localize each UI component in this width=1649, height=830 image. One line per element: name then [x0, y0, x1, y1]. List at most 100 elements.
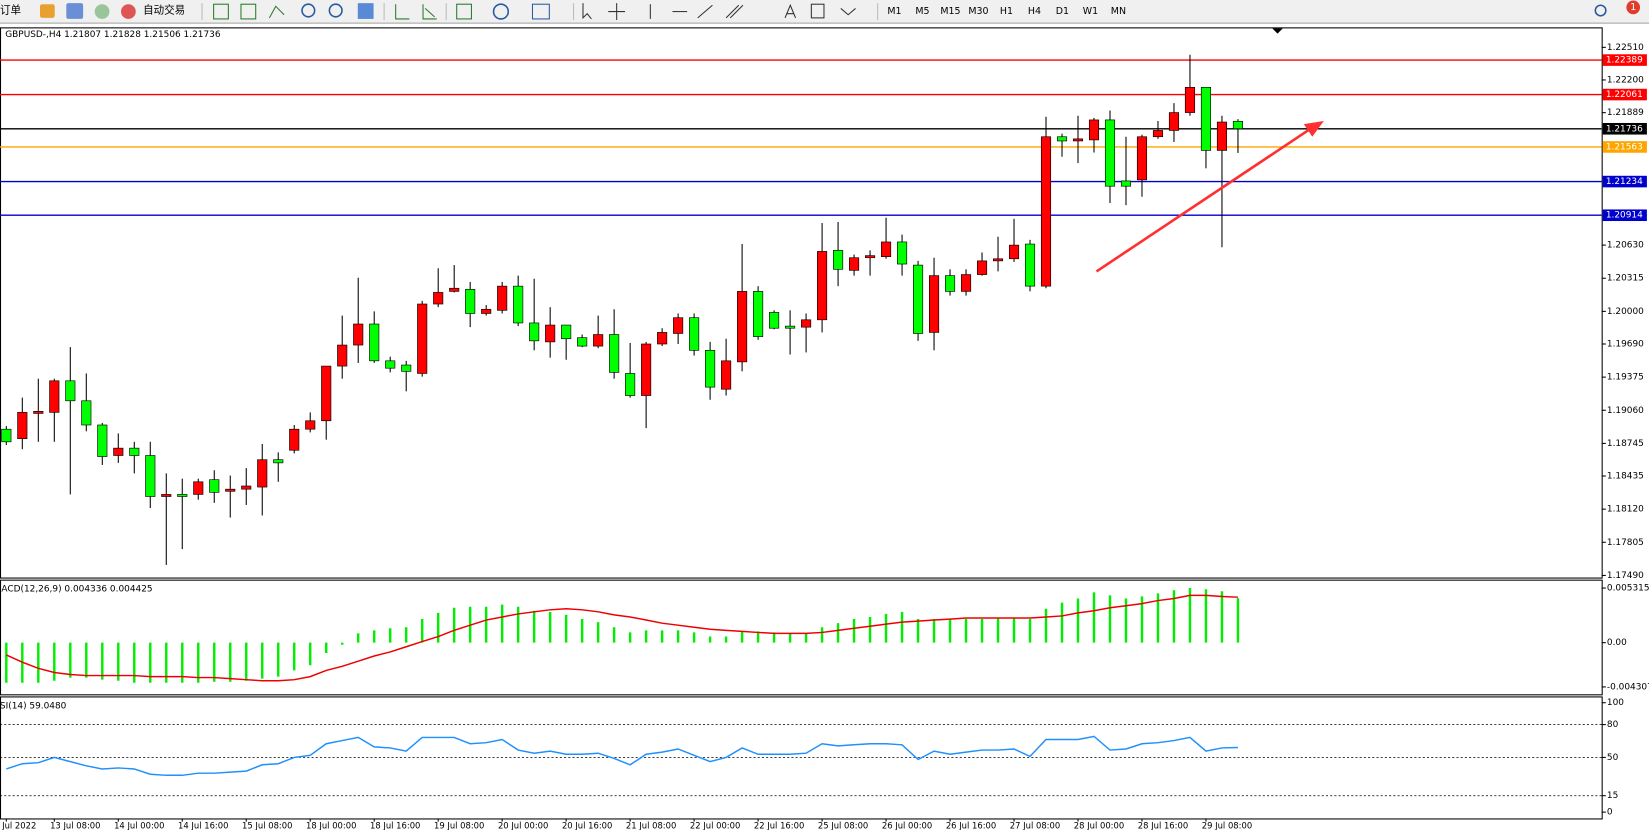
zoom-in[interactable] [301, 3, 316, 18]
main-panel [0, 27, 1603, 579]
indicators-menu[interactable] [456, 3, 472, 20]
auto-trading-icon[interactable] [121, 4, 136, 19]
candle-body [497, 285, 508, 311]
x-tick-label: 26 Jul 16:00 [946, 820, 996, 830]
candle-body [257, 459, 268, 488]
candle-body [657, 332, 668, 345]
toolbar-icon[interactable] [240, 3, 257, 20]
toolbar-icon[interactable] [94, 4, 110, 19]
notification-badge[interactable] [1626, 0, 1641, 15]
toolbar-icon[interactable] [395, 4, 410, 20]
candle-body [992, 258, 1004, 262]
cursor-tool[interactable] [582, 3, 592, 20]
x-tick-label: 22 Jul 00:00 [690, 820, 740, 830]
candle-body [577, 337, 588, 347]
text-tool[interactable] [784, 3, 797, 19]
toolbar-icon[interactable] [357, 3, 374, 19]
label-tool[interactable] [810, 3, 825, 19]
auto-trading-button[interactable]: 自动交易 [143, 4, 185, 17]
candle-body [113, 447, 124, 456]
panel-title: RSI(14) 59.0480 [0, 701, 67, 711]
price-label: 1.21736 [1606, 124, 1643, 134]
y-tick-label: 15 [1607, 791, 1618, 801]
candle-body [321, 365, 332, 422]
candle-body [1168, 112, 1180, 131]
rsi-line [6, 735, 1238, 777]
toolbar-icon[interactable] [213, 3, 229, 20]
rsi-plot [0, 724, 1602, 797]
y-tick-label: 1.18120 [1607, 505, 1644, 515]
candle-body [849, 257, 860, 271]
templates-menu[interactable] [531, 3, 550, 20]
toolbar-icon[interactable] [39, 4, 55, 18]
toolbar: 订单 自动交易 M1 M5 M15 M30 H1 H4 D1 W1 MN 1 [0, 0, 1649, 24]
x-tick-label: 19 Jul 08:00 [434, 820, 484, 830]
candle-body [129, 447, 140, 456]
candle-body [737, 291, 748, 363]
periods-menu[interactable] [492, 3, 510, 20]
panel-title: MACD(12,26,9) 0.004336 0.004425 [0, 585, 153, 595]
candle-body [369, 323, 380, 362]
candle-body [881, 241, 892, 257]
macd-panel [0, 579, 1603, 696]
x-tick-label: 22 Jul 16:00 [754, 820, 804, 830]
timeframe-button[interactable]: M15 [940, 6, 960, 17]
candle-body [337, 344, 348, 367]
timeframe-button[interactable]: H4 [1028, 6, 1041, 17]
candle-body [1232, 120, 1244, 130]
timeframe-button[interactable]: D1 [1056, 6, 1069, 17]
timeframe-button[interactable]: M30 [968, 6, 988, 17]
timeframe-button[interactable]: H1 [1000, 6, 1013, 17]
candle-body [817, 251, 828, 321]
candle-body [1216, 121, 1228, 151]
y-tick-label: 1.19060 [1607, 406, 1644, 416]
candle-body [177, 494, 188, 497]
y-tick-label: 1.22200 [1607, 75, 1644, 85]
toolbar-icon[interactable] [268, 5, 285, 19]
candle-body [785, 325, 796, 329]
channel-tool[interactable] [725, 4, 744, 19]
candle-body [1136, 136, 1148, 181]
candle-body [1152, 130, 1164, 138]
candle-body [161, 494, 172, 497]
x-tick-label: 28 Jul 16:00 [1138, 820, 1188, 830]
signal-line [6, 594, 1238, 682]
candle-body [545, 324, 556, 343]
zoom-out[interactable] [328, 3, 343, 18]
y-tick-label: 1.20315 [1607, 274, 1644, 284]
timeframe-bar: M1 M5 M15 M30 H1 H4 D1 W1 MN [887, 6, 1126, 17]
timeframe-button[interactable]: W1 [1083, 6, 1098, 17]
y-tick-label: 80 [1607, 720, 1619, 730]
timeframe-button[interactable]: M1 [887, 6, 901, 17]
y-tick-label: 1.20630 [1607, 241, 1644, 251]
x-tick-label: 20 Jul 16:00 [562, 820, 612, 830]
x-tick-label: 21 Jul 08:00 [626, 820, 676, 830]
x-tick-label: 13 Jul 08:00 [50, 820, 100, 830]
candle-body [49, 380, 60, 413]
y-tick-label: 1.19690 [1607, 339, 1644, 349]
price-label: 1.21234 [1606, 177, 1643, 187]
timeframe-button[interactable]: MN [1111, 6, 1126, 17]
price-label: 1.22061 [1606, 90, 1643, 100]
new-order-button[interactable]: 订单 [0, 5, 21, 17]
x-tick-label: 14 Jul 16:00 [178, 820, 228, 830]
candle-body [225, 488, 236, 492]
y-tick-label: 1.18435 [1607, 472, 1644, 482]
price-label: 1.21563 [1606, 142, 1643, 152]
candle-body [1056, 136, 1068, 142]
shapes-menu[interactable] [840, 8, 856, 16]
y-tick-label: 0.005315 [1607, 584, 1649, 594]
trendline-tool[interactable] [697, 4, 713, 19]
timeframe-button[interactable]: M5 [915, 6, 929, 17]
trend-arrow [1095, 120, 1324, 273]
search[interactable] [1594, 4, 1607, 17]
x-tick-label: 29 Jul 08:00 [1202, 820, 1252, 830]
candle-body [417, 303, 428, 374]
crosshair-tool[interactable] [608, 3, 626, 20]
candle-body [976, 260, 988, 275]
candle-body [913, 264, 924, 334]
x-tick-label: 18 Jul 00:00 [306, 820, 356, 830]
toolbar-icon[interactable] [422, 4, 437, 20]
toolbar-icon[interactable] [66, 3, 84, 19]
